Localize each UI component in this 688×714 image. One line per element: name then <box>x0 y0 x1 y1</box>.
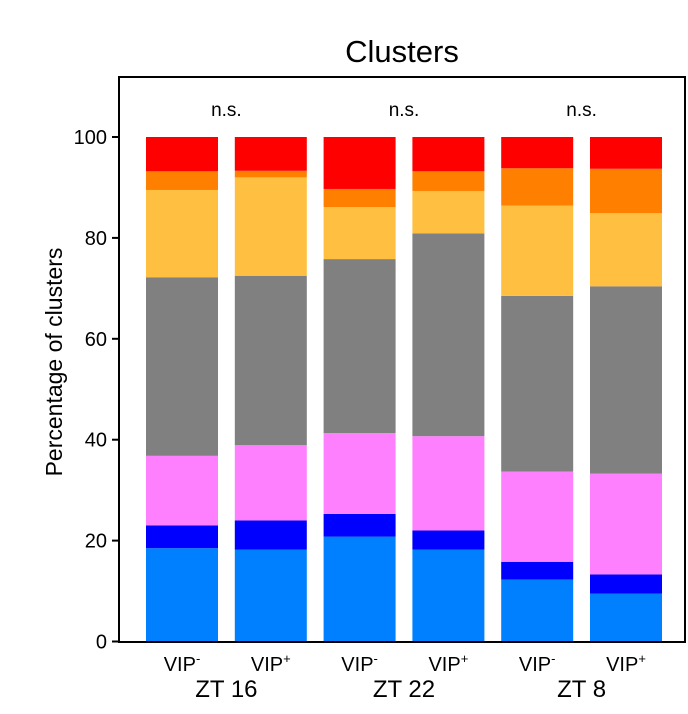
bar-segment <box>501 295 574 472</box>
y-axis-label: Percentage of clusters <box>41 248 67 477</box>
x-tick-label: VIP- <box>519 651 556 676</box>
x-tick-label: VIP- <box>341 651 378 676</box>
bar-segment <box>412 233 485 437</box>
bar-segment <box>323 137 396 189</box>
chart-title: Clusters <box>345 34 459 69</box>
bar-segment <box>323 207 396 260</box>
bar-segment <box>146 137 218 172</box>
bar-segment <box>412 549 485 642</box>
bar-segment <box>146 525 218 549</box>
bar-segment <box>412 190 485 234</box>
group-label: ZT 8 <box>557 676 606 703</box>
bar-segment <box>590 168 662 214</box>
bar-segment <box>234 445 307 521</box>
bar-segment <box>146 189 218 278</box>
bar-segment <box>146 548 218 642</box>
bar-segment <box>590 286 662 474</box>
bar-segment <box>234 170 307 178</box>
significance-label: n.s. <box>389 100 420 121</box>
x-axis-labels: VIP- VIP+ VIP- VIP+ VIP- VIP+ZT 16 ZT 22 ZT 8 <box>164 651 646 703</box>
bar-segment <box>590 473 662 575</box>
bar-segment <box>323 188 396 208</box>
bar-segment <box>501 561 574 580</box>
bar-segment <box>501 205 574 296</box>
y-axis: 0 20 40 60 80 100 <box>74 127 119 654</box>
y-tick-label: 40 <box>85 430 107 452</box>
bar-segment <box>590 137 662 169</box>
bar-segment <box>412 530 485 550</box>
bar-segment <box>146 277 218 456</box>
x-tick-label: VIP+ <box>606 651 646 676</box>
bar-segment <box>412 171 485 191</box>
y-tick-label: 0 <box>96 632 107 654</box>
bar-segment <box>323 536 396 642</box>
bar-segment <box>590 574 662 594</box>
bar-segment <box>501 579 574 642</box>
bar-segment <box>590 593 662 642</box>
bar-segment <box>501 137 574 169</box>
bar-segment <box>234 520 307 550</box>
bar-segment <box>234 137 307 171</box>
y-tick-label: 60 <box>85 329 107 351</box>
bars-layer <box>146 137 662 642</box>
group-label: ZT 16 <box>195 676 257 703</box>
bar-segment <box>501 471 574 562</box>
group-label: ZT 22 <box>373 676 435 703</box>
bar-segment <box>146 171 218 190</box>
x-tick-label: VIP+ <box>251 651 291 676</box>
bar-segment <box>234 275 307 446</box>
bar-segment <box>234 549 307 642</box>
bar-segment <box>323 513 396 537</box>
bar-segment <box>501 168 574 206</box>
bar-segment <box>412 137 485 172</box>
significance-label: n.s. <box>211 100 242 121</box>
x-tick-label: VIP+ <box>428 651 468 676</box>
bar-segment <box>323 433 396 514</box>
bar-segment <box>412 436 485 531</box>
bar-segment <box>323 259 396 434</box>
bar-segment <box>234 177 307 276</box>
plot-frame <box>118 76 686 643</box>
y-tick-label: 80 <box>85 228 107 250</box>
x-tick-label: VIP- <box>164 651 201 676</box>
significance-label: n.s. <box>566 100 597 121</box>
bar-segment <box>590 213 662 287</box>
significance-annotations: n.s. n.s. n.s. <box>211 100 597 121</box>
y-tick-label: 20 <box>85 531 107 553</box>
bar-segment <box>146 455 218 526</box>
y-tick-label: 100 <box>74 127 107 149</box>
